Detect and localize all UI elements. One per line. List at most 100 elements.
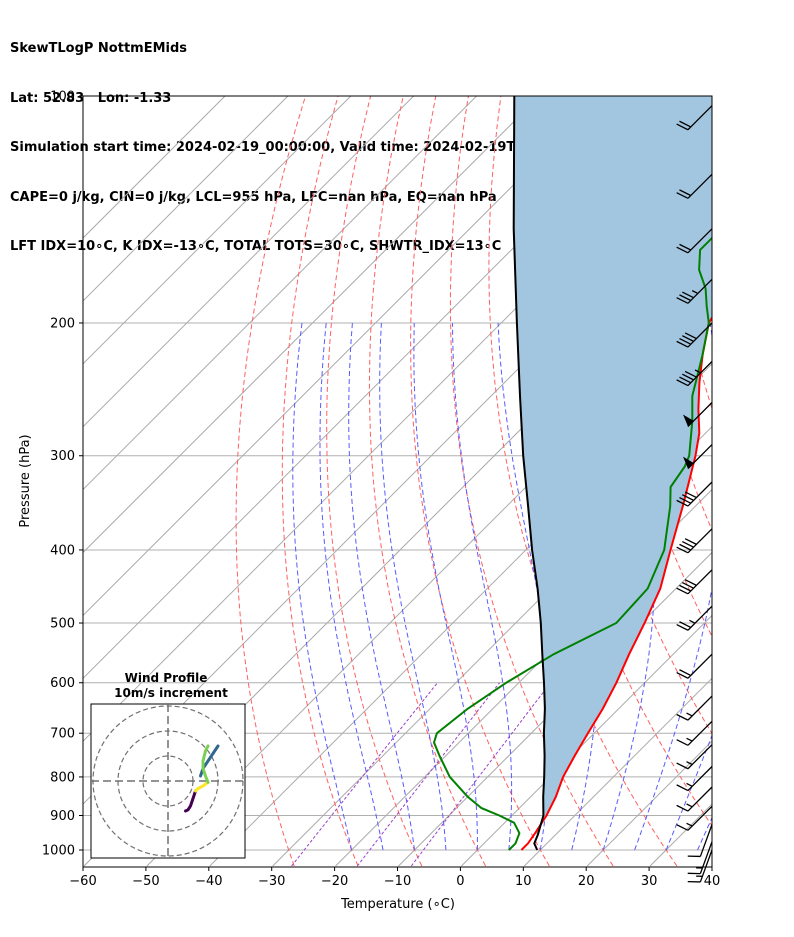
- wind-barb-full: [679, 294, 692, 302]
- wind-barb-full: [676, 713, 689, 721]
- wind-barb-staff: [687, 695, 713, 721]
- hodograph-inset: [90, 703, 246, 859]
- isotherm-line: [83, 96, 603, 617]
- wind-barb-full: [684, 332, 697, 340]
- wind-barb-full: [679, 120, 692, 128]
- x-tick-label: 10: [515, 874, 532, 889]
- wind-barb-staff: [687, 766, 713, 792]
- wind-barb-full: [679, 376, 692, 384]
- wind-barb-full: [676, 123, 689, 131]
- x-tick-label: −10: [384, 874, 411, 889]
- dry-adiabat: [235, 96, 306, 867]
- wind-barb: [676, 653, 713, 679]
- y-tick-label: 800: [50, 770, 75, 785]
- wind-barb: [676, 605, 713, 631]
- wind-barb: [687, 849, 713, 883]
- wind-barb-full: [676, 624, 689, 631]
- chart-title: SkewTLogP NottmEMids: [10, 41, 188, 56]
- y-tick-label: 100: [50, 90, 75, 105]
- wind-barb-staff: [687, 481, 713, 507]
- chart-header: SkewTLogP NottmEMids Lat: 52.83 Lon: -1.…: [10, 8, 603, 272]
- x-tick-label: 20: [578, 874, 595, 889]
- x-tick-label: −40: [195, 874, 222, 889]
- moist-adiabat: [634, 322, 712, 851]
- hodograph-trace: [201, 744, 210, 784]
- isotherm-line: [83, 96, 540, 554]
- wind-barb: [676, 805, 713, 831]
- isotherm-line: [713, 96, 794, 866]
- dry-adiabat: [368, 96, 486, 867]
- moist-adiabat: [602, 322, 656, 851]
- wind-barb-staff: [687, 228, 713, 254]
- wind-barb-staff: [687, 361, 713, 387]
- wind-barb-full: [684, 538, 697, 545]
- y-tick-label: 500: [50, 617, 75, 632]
- dry-adiabat: [729, 96, 794, 866]
- location-line: Lat: 52.83 Lon: -1.33: [10, 90, 172, 106]
- wind-barb-full: [682, 291, 694, 299]
- wind-barb-staff: [687, 322, 713, 348]
- wind-barb-full: [676, 762, 689, 770]
- wind-barb-staff: [687, 653, 713, 679]
- isotherm-line: [398, 551, 712, 867]
- y-axis-label: Pressure (hPa): [18, 434, 33, 527]
- y-tick-label: 300: [50, 449, 75, 464]
- wind-barb-full: [679, 543, 692, 551]
- wind-barb: [676, 569, 713, 595]
- wind-barb-full: [676, 499, 689, 507]
- isotherm-line: [83, 96, 352, 365]
- wind-barb-full: [687, 855, 701, 858]
- dewpoint-line: [432, 236, 712, 851]
- moist-adiabat: [729, 323, 794, 850]
- index-line: LFT IDX=10∘C, K IDX=-13∘C, TOTAL TOTS=30…: [10, 239, 502, 254]
- wind-barb: [676, 105, 713, 131]
- moist-adiabat: [452, 322, 513, 851]
- mixing-ratio-line: [410, 682, 551, 867]
- wind-barb-half: [686, 803, 693, 808]
- wind-barb-staff: [699, 824, 713, 857]
- hodograph-trace: [199, 744, 220, 778]
- wind-barb-half: [686, 822, 693, 827]
- wind-barb-full: [676, 587, 689, 595]
- isotherm-line: [83, 96, 477, 491]
- wind-barb: [683, 444, 713, 470]
- axes-layer: −60 −50 −40 −30 −20 −10 0 10 20 30 40 100 200 300 400 5…: [42, 90, 720, 890]
- wind-barb-full: [682, 540, 694, 548]
- wind-barb-full: [684, 579, 697, 586]
- wind-barb: [676, 744, 713, 770]
- x-tick-label: −60: [69, 874, 96, 889]
- wind-barb: [676, 481, 713, 507]
- wind-barb-full: [676, 739, 689, 746]
- isotherm-line: [83, 96, 415, 428]
- wind-barb-full: [676, 784, 689, 792]
- profile-lines: [432, 96, 712, 851]
- wind-barb-full: [684, 491, 697, 499]
- wind-barb-full: [682, 335, 694, 342]
- y-tick-label: 1000: [42, 844, 75, 859]
- wind-barb-half: [689, 619, 696, 624]
- temperature-line: [520, 315, 712, 851]
- wind-barb-full: [682, 581, 694, 589]
- wind-barb-half: [686, 782, 693, 787]
- wind-barb-half: [696, 867, 703, 869]
- dry-adiabat: [281, 96, 359, 867]
- wind-barb: [676, 720, 713, 746]
- wind-barb-full: [676, 546, 689, 554]
- wind-barb-full: [676, 340, 689, 348]
- dry-adiabat: [410, 96, 550, 867]
- isotherm-line: [335, 488, 712, 867]
- y-tick-label: 900: [50, 809, 75, 824]
- wind-barb-staff: [687, 528, 713, 554]
- y-tick-label: 200: [50, 316, 75, 331]
- wind-barb-staff: [687, 605, 713, 631]
- moist-adiabat: [497, 322, 552, 851]
- x-tick-label: −30: [258, 874, 285, 889]
- cin-shading-area: [513, 96, 712, 835]
- moist-adiabat: [665, 734, 712, 851]
- wind-barb: [676, 528, 713, 554]
- wind-barb-full: [676, 672, 689, 679]
- isotherm-line: [83, 96, 226, 239]
- dry-adiabat: [663, 96, 712, 411]
- wind-barb-half: [694, 369, 701, 374]
- wind-barb: [676, 228, 713, 254]
